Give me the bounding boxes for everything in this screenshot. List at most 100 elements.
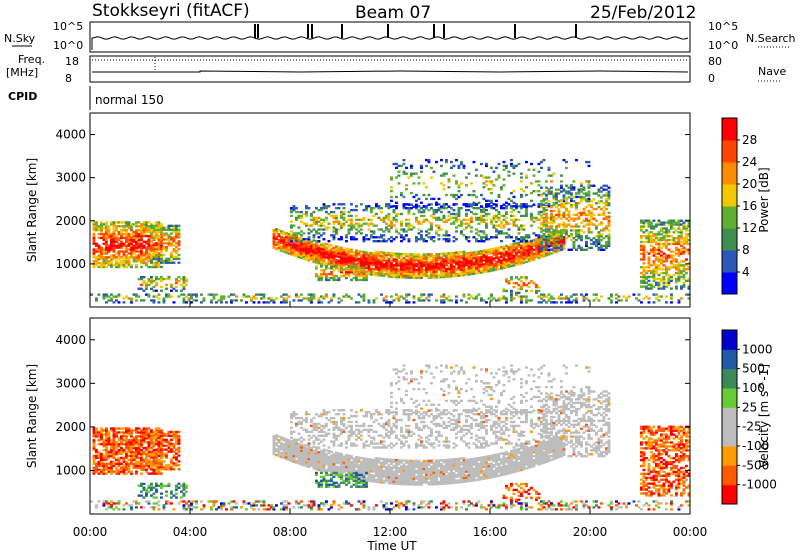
power-cell <box>652 264 656 267</box>
power-cell <box>527 259 531 263</box>
power-cell <box>142 252 146 255</box>
power-cell <box>385 226 388 229</box>
power-cell <box>540 252 543 255</box>
power-cell <box>405 299 408 302</box>
power-cell <box>407 208 411 212</box>
power-cell <box>400 234 403 237</box>
power-cell <box>407 176 411 179</box>
power-cell <box>605 188 608 191</box>
power-cell <box>285 239 288 243</box>
power-cell <box>505 252 508 255</box>
velocity-cell <box>130 429 133 432</box>
power-cell <box>465 301 468 304</box>
power-cell <box>615 297 618 300</box>
power-cell <box>160 253 163 257</box>
power-cell <box>220 295 223 298</box>
power-cell <box>367 261 371 264</box>
power-cell <box>560 236 563 240</box>
power-cell <box>412 270 416 274</box>
power-cell <box>122 225 126 228</box>
power-cell <box>405 234 408 237</box>
velocity-cell <box>127 458 131 462</box>
velocity-cell <box>100 458 103 462</box>
power-cell <box>485 260 488 264</box>
power-cell <box>305 212 308 216</box>
power-cell <box>377 236 381 239</box>
power-cell <box>342 224 346 227</box>
power-cell <box>232 299 236 302</box>
power-cell <box>502 262 506 266</box>
power-cell <box>402 195 406 199</box>
power-cell <box>347 261 351 265</box>
power-cell <box>390 226 393 229</box>
power-cell <box>122 227 126 230</box>
power-cell <box>470 272 473 276</box>
power-cell <box>292 208 296 212</box>
power-cell <box>297 226 301 229</box>
power-cell <box>95 244 98 247</box>
power-cell <box>495 224 498 227</box>
power-cell <box>312 222 316 225</box>
power-cell <box>540 229 543 232</box>
power-cell <box>315 230 318 233</box>
power-cell <box>572 219 576 222</box>
power-cell <box>510 264 513 268</box>
power-cell <box>357 251 361 255</box>
power-cell <box>417 253 421 256</box>
power-cell <box>155 289 158 292</box>
power-cell <box>352 251 356 254</box>
power-cell <box>517 249 521 252</box>
velocity-cell <box>132 450 136 454</box>
power-cell <box>497 297 501 300</box>
power-cell <box>460 274 463 277</box>
power-cell <box>102 297 106 300</box>
velocity-cell <box>117 450 121 454</box>
power-cell <box>572 246 576 250</box>
power-cell <box>165 226 168 229</box>
power-cell <box>355 257 358 260</box>
power-cell <box>420 234 423 237</box>
nsky-tick-top: 10^5 <box>53 20 83 33</box>
power-cell <box>337 245 341 249</box>
power-cell <box>455 230 458 233</box>
velocity-cell <box>105 427 108 430</box>
power-cell <box>160 265 163 269</box>
power-cell <box>557 192 561 195</box>
power-cell <box>390 222 393 225</box>
power-cell <box>667 268 671 271</box>
power-cell <box>642 231 646 234</box>
velocity-cell <box>100 427 103 430</box>
power-cell <box>372 263 376 267</box>
power-cell <box>520 301 523 304</box>
power-cell <box>565 198 568 201</box>
power-cell <box>400 239 403 243</box>
power-cell <box>287 240 291 244</box>
power-cell <box>517 251 521 254</box>
velocity-cell <box>145 458 148 462</box>
power-cell <box>387 301 391 304</box>
power-cell <box>660 236 663 240</box>
power-cell <box>495 268 498 271</box>
power-cell <box>672 260 676 263</box>
power-cell <box>672 221 676 224</box>
power-cell <box>410 262 413 266</box>
power-cell <box>167 295 171 298</box>
power-cell <box>682 227 686 230</box>
power-cell <box>532 256 536 259</box>
power-cell <box>470 230 473 233</box>
power-cell <box>475 238 478 241</box>
power-cell <box>647 262 651 265</box>
power-cell <box>422 293 426 296</box>
power-cell <box>532 258 536 261</box>
power-cell <box>312 236 316 239</box>
power-cell <box>387 273 391 276</box>
power-cell <box>677 271 681 275</box>
power-cell <box>365 276 368 280</box>
power-cell <box>295 293 298 296</box>
power-cell <box>687 229 691 232</box>
power-cell <box>657 248 661 251</box>
power-cell <box>537 203 541 206</box>
velocity-cell <box>147 446 151 450</box>
power-cell <box>590 217 593 220</box>
power-cell <box>640 301 643 304</box>
